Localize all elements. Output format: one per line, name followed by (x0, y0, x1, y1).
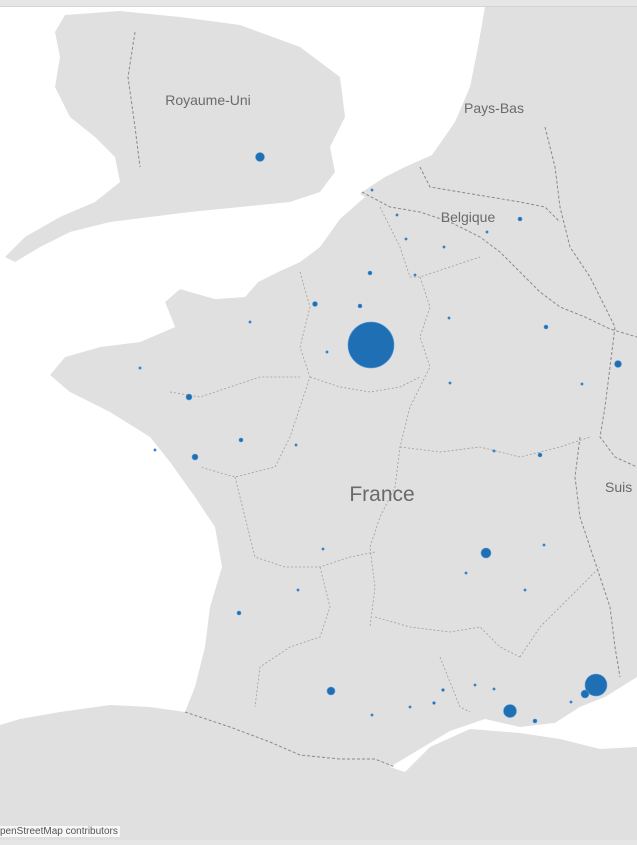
land-continent (0, 7, 637, 840)
marker-small-23[interactable] (492, 687, 496, 691)
marker-small-2[interactable] (138, 366, 142, 370)
marker-bordeaux[interactable] (236, 610, 242, 616)
map-attribution[interactable]: penStreetMap contributors (0, 826, 120, 837)
marker-small-22[interactable] (473, 683, 477, 687)
marker-lyon[interactable] (480, 547, 492, 559)
marker-beauvais[interactable] (357, 303, 363, 309)
marker-small-18[interactable] (321, 547, 325, 551)
water-atlantic (0, 387, 220, 721)
country-borders (127, 31, 637, 768)
marker-dijon[interactable] (537, 452, 543, 458)
marker-small-16[interactable] (464, 571, 468, 575)
marker-small-21[interactable] (408, 705, 412, 709)
marker-small-14[interactable] (492, 449, 496, 453)
marker-amiens[interactable] (367, 270, 373, 276)
marker-small-8[interactable] (413, 273, 417, 277)
top-border (0, 0, 637, 7)
marker-small-24[interactable] (569, 700, 573, 704)
marker-small-11[interactable] (442, 245, 446, 249)
water-channel (0, 187, 365, 387)
marker-brussels[interactable] (517, 216, 523, 222)
marker-montpellier[interactable] (432, 701, 436, 705)
marker-small-7[interactable] (447, 316, 451, 320)
marker-paris[interactable] (347, 321, 395, 369)
marker-small-10[interactable] (404, 237, 408, 241)
marker-small-5[interactable] (325, 350, 329, 354)
marker-small-6[interactable] (448, 381, 452, 385)
marker-metz[interactable] (543, 324, 549, 330)
marker-nantes[interactable] (191, 453, 199, 461)
marker-small-1[interactable] (248, 320, 252, 324)
marker-small-12[interactable] (485, 230, 489, 234)
region-borders (169, 206, 601, 713)
marker-antibes[interactable] (580, 689, 590, 699)
markers[interactable] (138, 152, 622, 724)
label-suisse: Suis (605, 479, 632, 495)
marker-nice[interactable] (584, 673, 608, 697)
marker-small-20[interactable] (370, 713, 374, 717)
marker-toulouse[interactable] (326, 686, 336, 696)
marker-small-15[interactable] (542, 543, 546, 547)
label-pays-bas: Pays-Bas (464, 100, 524, 116)
marker-marseille[interactable] (503, 704, 517, 718)
marker-rennes[interactable] (185, 393, 193, 401)
marker-tours[interactable] (238, 437, 244, 443)
label-belgique: Belgique (441, 209, 496, 225)
bottom-border (0, 840, 637, 845)
marker-toulon[interactable] (532, 718, 538, 724)
marker-nimes[interactable] (441, 688, 445, 692)
label-royaume-uni: Royaume-Uni (165, 92, 251, 108)
marker-small-3[interactable] (153, 448, 157, 452)
marker-small-4[interactable] (294, 443, 298, 447)
label-france: France (349, 483, 414, 506)
marker-rouen[interactable] (312, 301, 318, 307)
water-mediterranean (390, 679, 637, 772)
marker-small-25[interactable] (370, 188, 374, 192)
marker-strasbourg[interactable] (614, 360, 622, 368)
marker-small-19[interactable] (296, 588, 300, 592)
marker-small-17[interactable] (523, 588, 527, 592)
land-uk (5, 11, 345, 262)
marker-london[interactable] (255, 152, 265, 162)
map-canvas[interactable]: Royaume-Uni Pays-Bas Belgique France Sui… (0, 7, 637, 840)
marker-small-13[interactable] (580, 382, 584, 386)
marker-small-9[interactable] (395, 213, 399, 217)
